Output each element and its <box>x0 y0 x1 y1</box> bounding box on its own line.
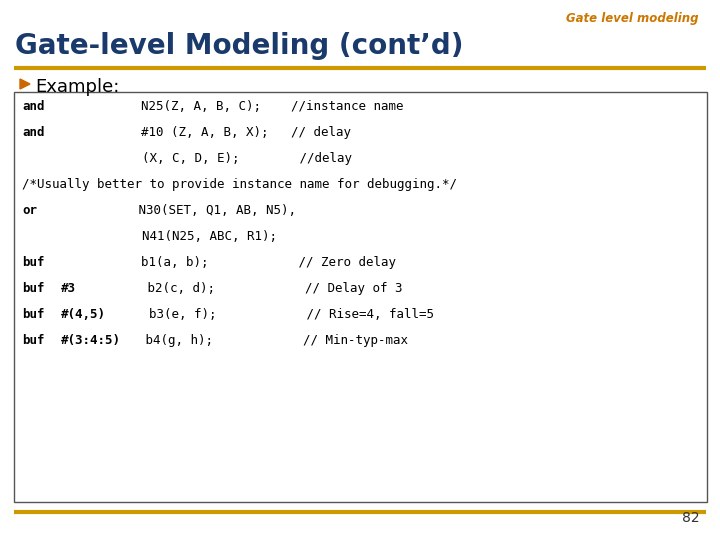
Text: and: and <box>22 100 45 113</box>
Text: N25(Z, A, B, C);    //instance name: N25(Z, A, B, C); //instance name <box>51 100 403 113</box>
Text: b4(g, h);            // Min-typ-max: b4(g, h); // Min-typ-max <box>138 334 408 347</box>
Text: Gate level modeling: Gate level modeling <box>565 12 698 25</box>
Text: and: and <box>22 126 45 139</box>
Text: Example:: Example: <box>35 78 120 96</box>
Text: /*Usually better to provide instance name for debugging.*/: /*Usually better to provide instance nam… <box>22 178 457 191</box>
Text: (X, C, D, E);        //delay: (X, C, D, E); //delay <box>22 152 352 165</box>
Text: #(3:4:5): #(3:4:5) <box>60 334 121 347</box>
Text: buf: buf <box>22 308 45 321</box>
Text: Gate-level Modeling (cont’d): Gate-level Modeling (cont’d) <box>15 32 464 60</box>
Text: b3(e, f);            // Rise=4, fall=5: b3(e, f); // Rise=4, fall=5 <box>119 308 433 321</box>
Text: buf: buf <box>22 256 45 269</box>
Text: buf: buf <box>22 334 45 347</box>
Text: or: or <box>22 204 37 217</box>
Text: #10 (Z, A, B, X);   // delay: #10 (Z, A, B, X); // delay <box>51 126 351 139</box>
Polygon shape <box>20 79 30 89</box>
Text: buf: buf <box>22 282 45 295</box>
Text: b2(c, d);            // Delay of 3: b2(c, d); // Delay of 3 <box>80 282 402 295</box>
Text: N41(N25, ABC, R1);: N41(N25, ABC, R1); <box>22 230 277 243</box>
Text: #(4,5): #(4,5) <box>60 308 106 321</box>
Text: #3: #3 <box>60 282 76 295</box>
Text: 82: 82 <box>683 511 700 525</box>
FancyBboxPatch shape <box>14 92 707 502</box>
Text: b1(a, b);            // Zero delay: b1(a, b); // Zero delay <box>51 256 396 269</box>
Text: N30(SET, Q1, AB, N5),: N30(SET, Q1, AB, N5), <box>41 204 297 217</box>
